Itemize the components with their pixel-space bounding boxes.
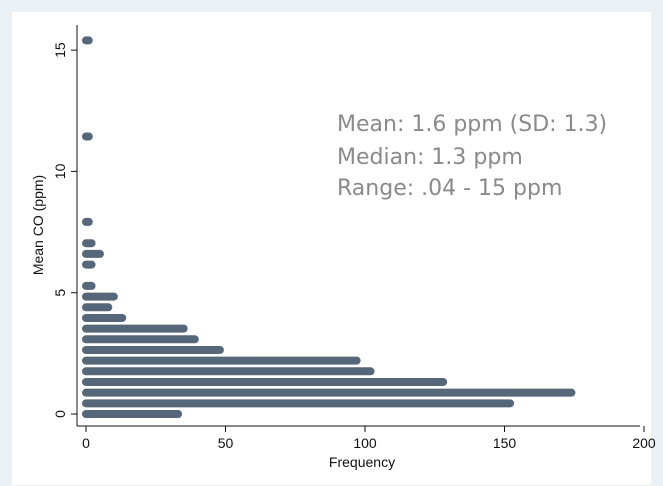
bar-12 — [82, 281, 96, 290]
y-ticks: 0 5 10 15 — [52, 42, 77, 418]
annotation-median: Median: 1.3 ppm — [337, 145, 523, 170]
bar-11 — [82, 292, 118, 301]
bars-layer — [82, 36, 576, 418]
bar-7 — [82, 335, 199, 344]
bar-9 — [82, 313, 127, 322]
bar-1 — [82, 399, 515, 408]
x-tick-label-0: 0 — [82, 435, 90, 451]
annotation-mean: Mean: 1.6 ppm (SD: 1.3) — [337, 112, 607, 137]
bar-5 — [82, 356, 361, 365]
annotation-range: Range: .04 - 15 ppm — [337, 176, 562, 201]
x-ticks: 0 50 100 150 200 — [82, 426, 656, 451]
bar-3 — [82, 377, 448, 386]
x-axis-title: Frequency — [329, 454, 395, 470]
y-tick-label-3: 15 — [52, 42, 68, 58]
x-tick-label-1: 50 — [218, 435, 234, 451]
bar-18 — [82, 36, 93, 45]
bar-6 — [82, 345, 224, 354]
bar-0 — [82, 410, 183, 418]
y-axis-title: Mean CO (ppm) — [30, 175, 46, 275]
x-tick-label-4: 200 — [632, 435, 656, 451]
bar-4 — [82, 367, 375, 376]
bar-17 — [82, 132, 93, 141]
bar-13 — [82, 260, 96, 269]
bar-8 — [82, 324, 188, 333]
x-tick-label-3: 150 — [493, 435, 517, 451]
y-tick-label-2: 10 — [52, 163, 68, 179]
bar-2 — [82, 388, 576, 397]
bar-10 — [82, 303, 113, 312]
y-tick-label-0: 0 — [52, 410, 68, 418]
x-tick-label-2: 100 — [353, 435, 377, 451]
bar-16 — [82, 217, 93, 226]
bar-14 — [82, 249, 104, 258]
bar-15 — [82, 239, 96, 248]
y-tick-label-1: 5 — [52, 289, 68, 297]
